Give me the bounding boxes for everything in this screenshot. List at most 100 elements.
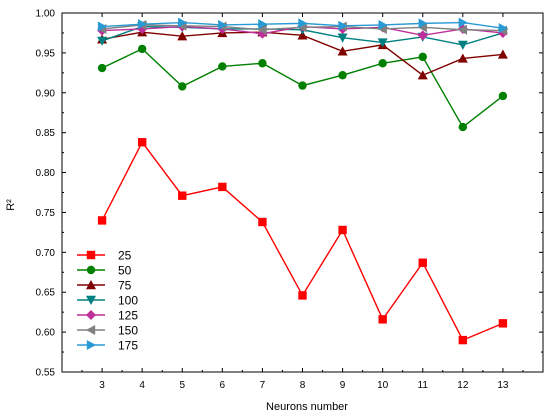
x-tick-label: 9	[340, 380, 346, 391]
data-point-50	[338, 71, 347, 80]
data-point-175	[178, 17, 188, 28]
y-tick-label: 0.95	[36, 48, 56, 59]
x-tick-label: 3	[99, 380, 105, 391]
data-point-25	[498, 319, 508, 328]
y-axis-title: R²	[5, 199, 17, 211]
y-tick-label: 0.70	[36, 248, 56, 259]
data-point-175	[218, 19, 228, 30]
data-point-25	[137, 138, 147, 147]
axes-layer: 0.55 0.60 0.65 0.70 0.75 0.80 0.85 0.90 0.95 1.00…	[36, 9, 544, 391]
data-point-75	[457, 53, 468, 63]
data-point-175	[338, 20, 348, 31]
data-point-175	[258, 19, 268, 30]
x-axis-title: Neurons number	[266, 401, 348, 413]
data-point-25	[178, 191, 187, 200]
data-point-50	[458, 122, 468, 132]
y-tick-label: 0.65	[36, 288, 56, 299]
legend-marker	[86, 250, 96, 260]
data-point-125	[417, 30, 428, 41]
legend-label: 175	[118, 338, 138, 352]
x-tick-label: 5	[179, 380, 185, 391]
data-point-100	[377, 38, 388, 48]
y-tick-label: 0.55	[36, 368, 56, 379]
data-point-25	[418, 258, 427, 267]
data-point-25	[378, 315, 387, 324]
data-point-75	[497, 49, 508, 59]
data-point-25	[298, 291, 307, 300]
legend-item-100: 100	[77, 293, 138, 307]
data-point-25	[258, 217, 267, 227]
x-tick-label: 13	[497, 380, 509, 391]
legend-marker	[86, 265, 96, 275]
series-75	[97, 27, 508, 80]
data-point-150	[257, 24, 267, 35]
data-point-50	[418, 52, 427, 62]
legend-label: 50	[118, 263, 132, 277]
legend-item-150: 150	[77, 323, 138, 337]
y-tick-label: 0.60	[36, 328, 56, 339]
x-tick-label: 12	[457, 380, 469, 391]
data-point-50	[258, 59, 267, 68]
y-tick-label: 0.85	[36, 128, 56, 139]
legend-marker	[86, 325, 96, 335]
data-point-175	[498, 23, 508, 34]
data-point-175	[137, 19, 148, 30]
series-25	[97, 138, 508, 345]
data-point-50	[137, 44, 147, 54]
data-point-50	[218, 62, 227, 71]
series-layer	[97, 17, 508, 345]
data-point-75	[177, 31, 188, 41]
legend-label: 100	[118, 293, 138, 307]
data-point-50	[178, 82, 187, 91]
data-point-25	[458, 335, 468, 345]
y-tick-label: 0.75	[36, 208, 56, 219]
legend-marker	[86, 280, 96, 290]
y-tick-label: 0.80	[36, 168, 56, 179]
data-point-50	[298, 81, 307, 90]
legend-item-50: 50	[77, 263, 132, 277]
legend-marker	[86, 295, 96, 305]
data-point-175	[378, 19, 388, 30]
data-point-100	[337, 33, 348, 43]
data-point-75	[417, 70, 428, 80]
series-line-25	[101, 140, 504, 341]
legend-item-75: 75	[77, 278, 132, 292]
data-point-25	[97, 216, 107, 225]
data-point-75	[337, 46, 348, 56]
x-tick-label: 10	[377, 380, 389, 391]
data-point-75	[297, 30, 308, 40]
x-tick-label: 6	[220, 380, 226, 391]
legend-item-125: 125	[77, 308, 138, 322]
legend-label: 75	[118, 278, 132, 292]
series-50	[97, 44, 508, 132]
legend-marker	[86, 310, 96, 320]
legend-label: 150	[118, 323, 138, 337]
x-tick-label: 7	[260, 380, 266, 391]
data-point-175	[97, 21, 108, 32]
series-175	[97, 17, 508, 34]
legend-marker	[86, 340, 96, 350]
data-point-50	[97, 63, 107, 73]
x-tick-label: 8	[300, 380, 306, 391]
data-point-50	[378, 59, 387, 68]
y-tick-label: 0.90	[36, 88, 56, 99]
data-point-50	[498, 91, 508, 101]
x-tick-label: 4	[139, 380, 145, 391]
data-point-100	[97, 36, 108, 46]
data-point-175	[458, 17, 468, 28]
data-point-175	[298, 18, 308, 29]
legend-item-175: 175	[77, 338, 138, 352]
data-point-25	[338, 225, 347, 235]
legend-item-25: 25	[77, 248, 132, 262]
data-point-25	[218, 182, 227, 192]
data-point-100	[457, 40, 468, 50]
data-point-150	[457, 24, 468, 35]
data-point-175	[418, 18, 428, 29]
legend-label: 125	[118, 308, 138, 322]
x-tick-label: 11	[418, 380, 429, 391]
legend-label: 25	[118, 248, 132, 262]
y-tick-label: 1.00	[36, 9, 56, 20]
